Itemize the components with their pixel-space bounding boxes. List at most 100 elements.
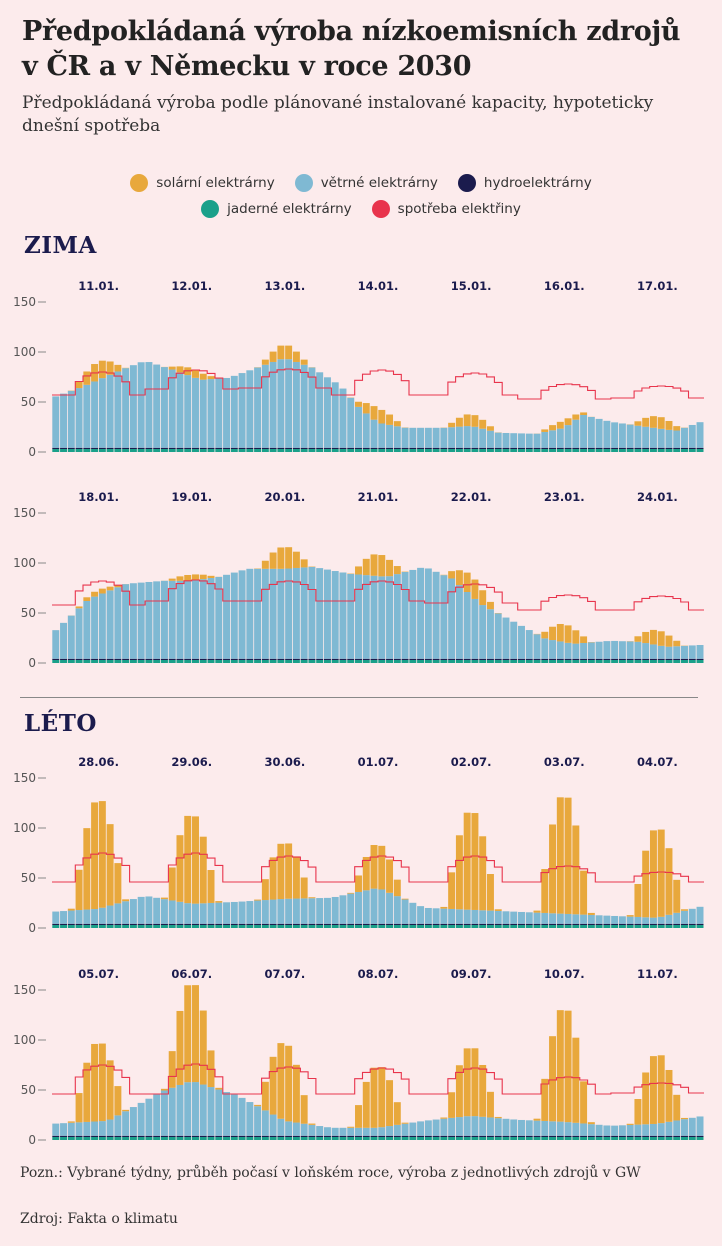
bar-nuclear	[254, 925, 262, 928]
bar-nuclear	[122, 925, 130, 928]
bar-hydro	[572, 1135, 580, 1137]
bar-solar	[355, 875, 362, 892]
bar-solar	[572, 1037, 580, 1123]
day-label: 02.07.	[451, 755, 492, 769]
bar-nuclear	[649, 925, 657, 928]
bar-hydro	[347, 658, 355, 660]
bar-nuclear	[440, 1137, 448, 1140]
bar-wind	[254, 367, 262, 448]
bar-hydro	[455, 923, 463, 925]
bar-wind	[696, 906, 704, 924]
bar-nuclear	[339, 1137, 347, 1140]
bar-nuclear	[479, 1137, 487, 1140]
bar-nuclear	[603, 449, 611, 452]
bar-hydro	[580, 1135, 588, 1137]
bar-nuclear	[417, 925, 425, 928]
bar-hydro	[518, 447, 525, 449]
bar-hydro	[355, 447, 362, 449]
bar-hydro	[533, 923, 541, 925]
bar-solar	[285, 547, 293, 569]
bar-solar	[176, 1010, 184, 1085]
bar-hydro	[285, 447, 293, 449]
bar-nuclear	[486, 449, 494, 452]
bar-hydro	[393, 658, 401, 660]
bar-hydro	[603, 923, 611, 925]
bar-hydro	[83, 923, 91, 925]
series-nuclear	[52, 660, 704, 663]
bar-hydro	[549, 447, 557, 449]
bar-hydro	[60, 447, 68, 449]
bar-nuclear	[316, 925, 324, 928]
bar-wind	[533, 912, 541, 924]
bar-hydro	[696, 923, 704, 925]
bar-wind	[207, 578, 215, 659]
bar-nuclear	[362, 1137, 370, 1140]
bar-wind	[261, 900, 269, 924]
bar-nuclear	[486, 660, 494, 663]
bar-wind	[417, 1121, 425, 1136]
bar-hydro	[331, 923, 339, 925]
bar-hydro	[471, 658, 479, 660]
bar-wind	[572, 643, 580, 659]
bar-solar	[657, 829, 665, 917]
bar-wind	[199, 1084, 207, 1136]
day-label: 14.01.	[358, 279, 399, 293]
bar-solar	[448, 872, 456, 909]
bar-nuclear	[153, 925, 161, 928]
bar-wind	[424, 568, 432, 659]
bar-hydro	[129, 658, 137, 660]
bar-hydro	[223, 658, 231, 660]
bar-nuclear	[292, 1137, 300, 1140]
bar-wind	[207, 1087, 215, 1136]
bar-nuclear	[688, 660, 696, 663]
legend-swatch-hydro	[457, 174, 476, 192]
bar-hydro	[572, 658, 580, 660]
bar-hydro	[688, 447, 696, 449]
bar-nuclear	[137, 925, 145, 928]
bar-solar	[122, 899, 130, 902]
bar-wind	[626, 916, 634, 924]
bar-nuclear	[386, 1137, 394, 1140]
bar-solar	[269, 552, 277, 569]
bar-solar	[83, 1062, 91, 1122]
bar-wind	[688, 1117, 696, 1136]
bar-solar	[91, 591, 99, 597]
bar-hydro	[657, 1135, 665, 1137]
bar-hydro	[300, 658, 308, 660]
bar-wind	[681, 1119, 688, 1136]
bar-nuclear	[618, 925, 626, 928]
bar-nuclear	[122, 449, 130, 452]
bar-solar	[192, 574, 199, 581]
bar-nuclear	[331, 449, 339, 452]
bar-nuclear	[634, 449, 642, 452]
bar-wind	[83, 384, 91, 448]
bar-wind	[308, 566, 316, 659]
bar-wind	[626, 424, 634, 448]
bar-solar	[67, 908, 75, 911]
bar-hydro	[502, 923, 510, 925]
bar-hydro	[339, 923, 347, 925]
bar-nuclear	[215, 660, 223, 663]
bar-solar	[455, 417, 463, 427]
bar-hydro	[129, 1135, 137, 1137]
bar-nuclear	[292, 660, 300, 663]
bar-nuclear	[657, 1137, 665, 1140]
day-label: 11.01.	[78, 279, 119, 293]
bar-hydro	[448, 447, 456, 449]
bar-hydro	[75, 658, 83, 660]
bar-nuclear	[223, 1137, 231, 1140]
y-tick-label-0: 0	[28, 445, 36, 459]
bar-wind	[572, 419, 580, 448]
bar-nuclear	[60, 925, 68, 928]
bar-solar	[657, 631, 665, 646]
bar-nuclear	[502, 1137, 510, 1140]
bar-wind	[401, 1123, 409, 1136]
bar-nuclear	[533, 1137, 541, 1140]
bar-hydro	[230, 447, 238, 449]
bar-hydro	[75, 923, 83, 925]
bar-nuclear	[230, 660, 238, 663]
bar-nuclear	[455, 1137, 463, 1140]
bar-solar	[486, 426, 494, 431]
bar-hydro	[549, 658, 557, 660]
bar-nuclear	[67, 925, 75, 928]
